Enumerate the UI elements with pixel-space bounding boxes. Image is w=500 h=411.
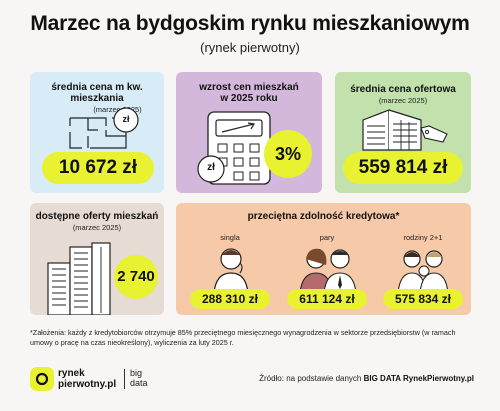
footer-logo[interactable]: rynek pierwotny.pl big data <box>30 367 190 391</box>
coin-symbol: zł <box>122 114 130 124</box>
card-offer-price-label: średnia cena ofertowa <box>350 84 456 95</box>
label-line-2: mieszkania <box>70 93 124 104</box>
card-offer-price-period: (marzec 2025) <box>378 96 428 105</box>
group-label-family: rodziny 2+1 <box>403 233 443 242</box>
partner-line-1: big <box>130 368 143 378</box>
source-note: Źródło: na podstawie danych BIG DATA Ryn… <box>224 374 474 383</box>
capacity-value-family: 575 834 zł <box>383 289 463 309</box>
coin-icon <box>113 107 139 133</box>
average-price-value: 10 672 zł <box>42 152 154 184</box>
card-average-price-label: średnia cena m kw. mieszkania <box>30 82 164 104</box>
logo-icon <box>30 367 54 391</box>
available-offers-value: 2 740 <box>114 255 158 299</box>
offer-price-value: 559 814 zł <box>343 152 463 184</box>
logo-line-2: pierwotny.pl <box>58 379 117 390</box>
logo-line-1: rynek <box>58 368 85 379</box>
card-available-offers: dostępne oferty mieszkań (marzec 2025) 2… <box>30 203 164 315</box>
page-title: Marzec na bydgoskim rynku mieszkaniowym <box>30 12 470 35</box>
source-prefix: Źródło: na podstawie danych <box>259 374 362 383</box>
card-available-offers-period: (marzec 2025) <box>72 223 122 232</box>
single-person-icon <box>213 248 249 294</box>
card-average-price-period: (marzec 2025) <box>93 105 142 114</box>
logo-divider <box>124 369 125 389</box>
family-icon <box>397 250 449 294</box>
coin-symbol: zł <box>207 162 215 173</box>
card-credit-capacity-label: przeciętna zdolność kredytowa* <box>247 211 400 222</box>
group-label-single: singla <box>220 233 240 242</box>
label-line-1: średnia cena m kw. <box>51 82 143 93</box>
card-price-growth-label: wzrost cen mieszkań w 2025 roku <box>176 82 322 104</box>
card-price-growth: wzrost cen mieszkań w 2025 roku zł 3% <box>176 72 322 193</box>
card-available-offers-label: dostępne oferty mieszkań <box>35 211 159 222</box>
label-line-2: w 2025 roku <box>220 93 278 104</box>
card-offer-price: średnia cena ofertowa (marzec 2025) 559 … <box>335 72 471 193</box>
logo-text: rynek pierwotny.pl <box>58 368 116 390</box>
page-subtitle: (rynek pierwotny) <box>200 40 300 55</box>
building-price-tag-icon <box>362 109 448 151</box>
price-growth-value: 3% <box>264 130 312 178</box>
card-credit-capacity: przeciętna zdolność kredytowa* singla pa… <box>176 203 471 315</box>
card-average-price: średnia cena m kw. mieszkania (marzec 20… <box>30 72 164 193</box>
partner-line-2: data <box>130 378 148 388</box>
source-bold: BIG DATA RynekPierwotny.pl <box>363 374 474 383</box>
skyscrapers-icon <box>47 242 111 315</box>
capacity-value-single: 288 310 zł <box>190 289 270 309</box>
couple-icon <box>299 248 357 294</box>
group-label-couple: pary <box>319 233 335 242</box>
partner-logo: big data <box>130 368 148 388</box>
footnote: *Założenia: każdy z kredytobiorców otrzy… <box>30 328 456 347</box>
label-line-1: wzrost cen mieszkań <box>199 82 299 93</box>
capacity-value-couple: 611 124 zł <box>287 289 367 309</box>
floor-plan-icon <box>69 117 127 149</box>
coin-icon <box>197 155 225 183</box>
